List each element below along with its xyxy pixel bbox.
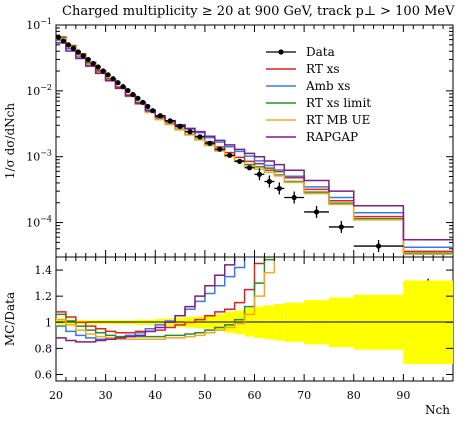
data-point (85, 56, 91, 63)
legend-label-rapgap: RAPGAP (306, 130, 358, 144)
data-point (276, 185, 282, 192)
data-point (60, 38, 67, 44)
series-line-rt-xs-limit (56, 36, 453, 255)
data-point (246, 165, 253, 171)
data-point (217, 146, 223, 152)
legend-label-amb-xs: Amb xs (305, 79, 350, 93)
legend-label-rt-xs: RT xs (306, 62, 340, 76)
data-point (177, 123, 183, 129)
data-point (95, 64, 101, 70)
data-point (140, 99, 146, 105)
top-ytick-label: 10−2 (26, 83, 52, 98)
data-point (375, 243, 382, 249)
x-tick-label: 40 (148, 389, 162, 402)
data-point (135, 95, 141, 101)
top-ytick-label: 10−3 (26, 149, 52, 164)
series-line-rt-mb-ue (56, 37, 453, 255)
top-ytick-label: 10−4 (26, 215, 52, 230)
data-point (338, 224, 344, 230)
x-tick-label: 20 (49, 389, 63, 402)
data-point (150, 108, 156, 114)
data-point (291, 194, 297, 201)
data-point (65, 42, 72, 48)
x-tick-label: 80 (347, 389, 361, 402)
x-tick-label: 70 (297, 389, 311, 402)
ratio-ytick-label: 0.6 (35, 368, 53, 381)
data-point (256, 171, 263, 177)
data-point (157, 113, 163, 119)
top-panel: 10−1 10−2 10−3 10−4 1/σ dσ/dNch (3, 17, 454, 291)
data-point (75, 49, 81, 55)
ratio-ytick-label: 1.2 (35, 290, 53, 303)
chart-title: Charged multiplicity ≥ 20 at 900 GeV, tr… (62, 4, 455, 19)
data-point (227, 152, 233, 158)
ratio-ylabel: MC/Data (3, 292, 17, 346)
data-point (55, 34, 62, 40)
x-axis-label: Nch (425, 403, 450, 417)
legend-marker-data (278, 49, 284, 55)
legend-label-data: Data (306, 45, 335, 59)
ratio-line-rapgap (56, 257, 236, 343)
series-line-rapgap (56, 42, 453, 241)
data-point (80, 53, 86, 59)
data-point (187, 129, 193, 135)
legend: Data RT xs Amb xs RT xs limit RT MB UE RAPGAP (266, 45, 371, 144)
ratio-line-rt-mb-ue (56, 257, 276, 340)
x-tick-label: 90 (396, 389, 410, 402)
data-point (313, 209, 320, 215)
data-point (167, 118, 173, 124)
data-point (110, 76, 116, 82)
legend-label-rt-xs-limit: RT xs limit (306, 96, 371, 110)
top-panel-frame (55, 24, 454, 258)
data-point (207, 140, 213, 146)
ratio-line-rt-xs-limit (56, 257, 276, 338)
data-point (237, 158, 243, 164)
data-point (120, 84, 126, 90)
data-point (105, 72, 111, 78)
top-ylabel: 1/σ dσ/dNch (3, 103, 17, 180)
ratio-ytick-label: 1 (45, 316, 52, 329)
ratio-ytick-label: 0.8 (35, 342, 53, 355)
data-point (145, 103, 151, 110)
x-tick-label: 30 (99, 389, 113, 402)
data-point (130, 91, 136, 98)
data-point (100, 68, 106, 74)
ratio-panel: 0.6 0.8 1 1.2 1.4 20 30 40 50 60 70 80 90 MC/Data (3, 256, 454, 402)
ratio-ytick-label: 1.4 (35, 264, 53, 277)
data-point (70, 45, 76, 52)
x-tick-label: 60 (248, 389, 262, 402)
data-point (125, 87, 131, 94)
legend-label-rt-mb-ue: RT MB UE (306, 113, 370, 127)
x-tick-label: 50 (198, 389, 212, 402)
data-point (197, 134, 203, 140)
data-point (266, 178, 272, 185)
data-point (90, 60, 96, 67)
top-ytick-label: 10−1 (26, 17, 52, 32)
data-point (115, 80, 121, 86)
